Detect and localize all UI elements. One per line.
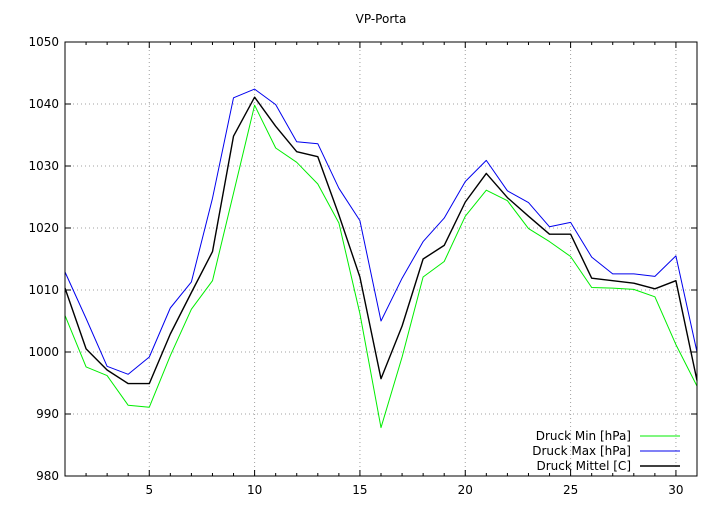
series-line-3 bbox=[64, 96, 698, 385]
legend: Druck Min [hPa]Druck Max [hPa]Druck Mitt… bbox=[532, 429, 680, 473]
x-tick-label: 30 bbox=[668, 483, 683, 497]
y-tick-label: 1010 bbox=[28, 283, 59, 297]
y-tick-label: 1000 bbox=[28, 345, 59, 359]
x-tick-label: 15 bbox=[352, 483, 367, 497]
y-tick-label: 990 bbox=[36, 407, 59, 421]
x-tick-label: 20 bbox=[458, 483, 473, 497]
y-tick-label: 1050 bbox=[28, 35, 59, 49]
series-lines bbox=[64, 88, 698, 429]
y-tick-label: 980 bbox=[36, 469, 59, 483]
chart-title: VP-Porta bbox=[356, 12, 407, 26]
plot-frame bbox=[64, 41, 698, 477]
legend-label: Druck Max [hPa] bbox=[532, 444, 631, 458]
y-tick-label: 1040 bbox=[28, 97, 59, 111]
grid-lines bbox=[65, 42, 697, 476]
y-tick-label: 1030 bbox=[28, 159, 59, 173]
x-tick-label: 25 bbox=[563, 483, 578, 497]
y-tick-label: 1020 bbox=[28, 221, 59, 235]
legend-label: Druck Mittel [C] bbox=[536, 459, 631, 473]
x-tick-label: 10 bbox=[247, 483, 262, 497]
x-tick-label: 5 bbox=[145, 483, 153, 497]
axis-ticks: 980 990 1000 1010 1020 1030 1040 1050 5 10 15 20 25 3… bbox=[28, 35, 698, 497]
series-line-2 bbox=[64, 88, 698, 375]
legend-label: Druck Min [hPa] bbox=[536, 429, 631, 443]
series-line-1 bbox=[64, 104, 698, 429]
